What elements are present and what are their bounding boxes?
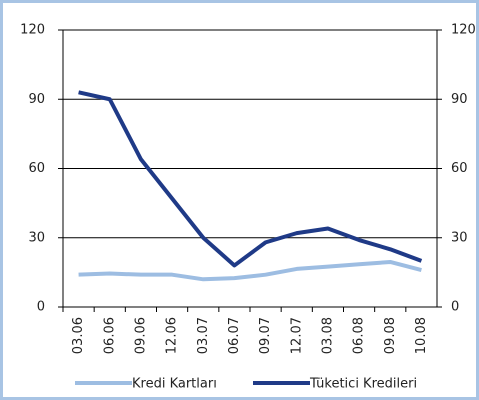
y-tick-label: 90 bbox=[28, 92, 45, 107]
legend-label: Tüketici Kredileri bbox=[309, 377, 417, 392]
x-tick-label: 03.08 bbox=[320, 317, 335, 354]
y2-tick-label: 90 bbox=[451, 92, 468, 107]
y2-tick-label: 30 bbox=[451, 230, 468, 245]
legend-label: Kredi Kartları bbox=[132, 377, 217, 392]
series-line bbox=[78, 90, 423, 268]
x-tick-label: 06.08 bbox=[352, 317, 367, 354]
x-tick-label: 09.06 bbox=[133, 317, 148, 354]
x-tick-label: 03.07 bbox=[196, 317, 211, 354]
x-tick-label: 09.08 bbox=[383, 317, 398, 354]
y2-tick-label: 60 bbox=[451, 161, 468, 176]
x-tick-label: 10.08 bbox=[414, 317, 429, 354]
x-tick-label: 09.07 bbox=[258, 317, 273, 354]
y2-tick-label: 0 bbox=[451, 300, 459, 315]
x-tick-label: 12.06 bbox=[165, 317, 180, 354]
x-tick-label: 03.06 bbox=[71, 317, 86, 354]
y-tick-label: 0 bbox=[37, 300, 45, 315]
x-tick-label: 12.07 bbox=[289, 317, 304, 354]
y2-tick-label: 120 bbox=[451, 23, 476, 38]
x-tick-label: 06.07 bbox=[227, 317, 242, 354]
series-line bbox=[78, 259, 422, 282]
x-tick-label: 06.06 bbox=[102, 317, 117, 354]
y-tick-label: 60 bbox=[28, 161, 45, 176]
y-tick-label: 120 bbox=[20, 23, 45, 38]
y-tick-label: 30 bbox=[28, 230, 45, 245]
